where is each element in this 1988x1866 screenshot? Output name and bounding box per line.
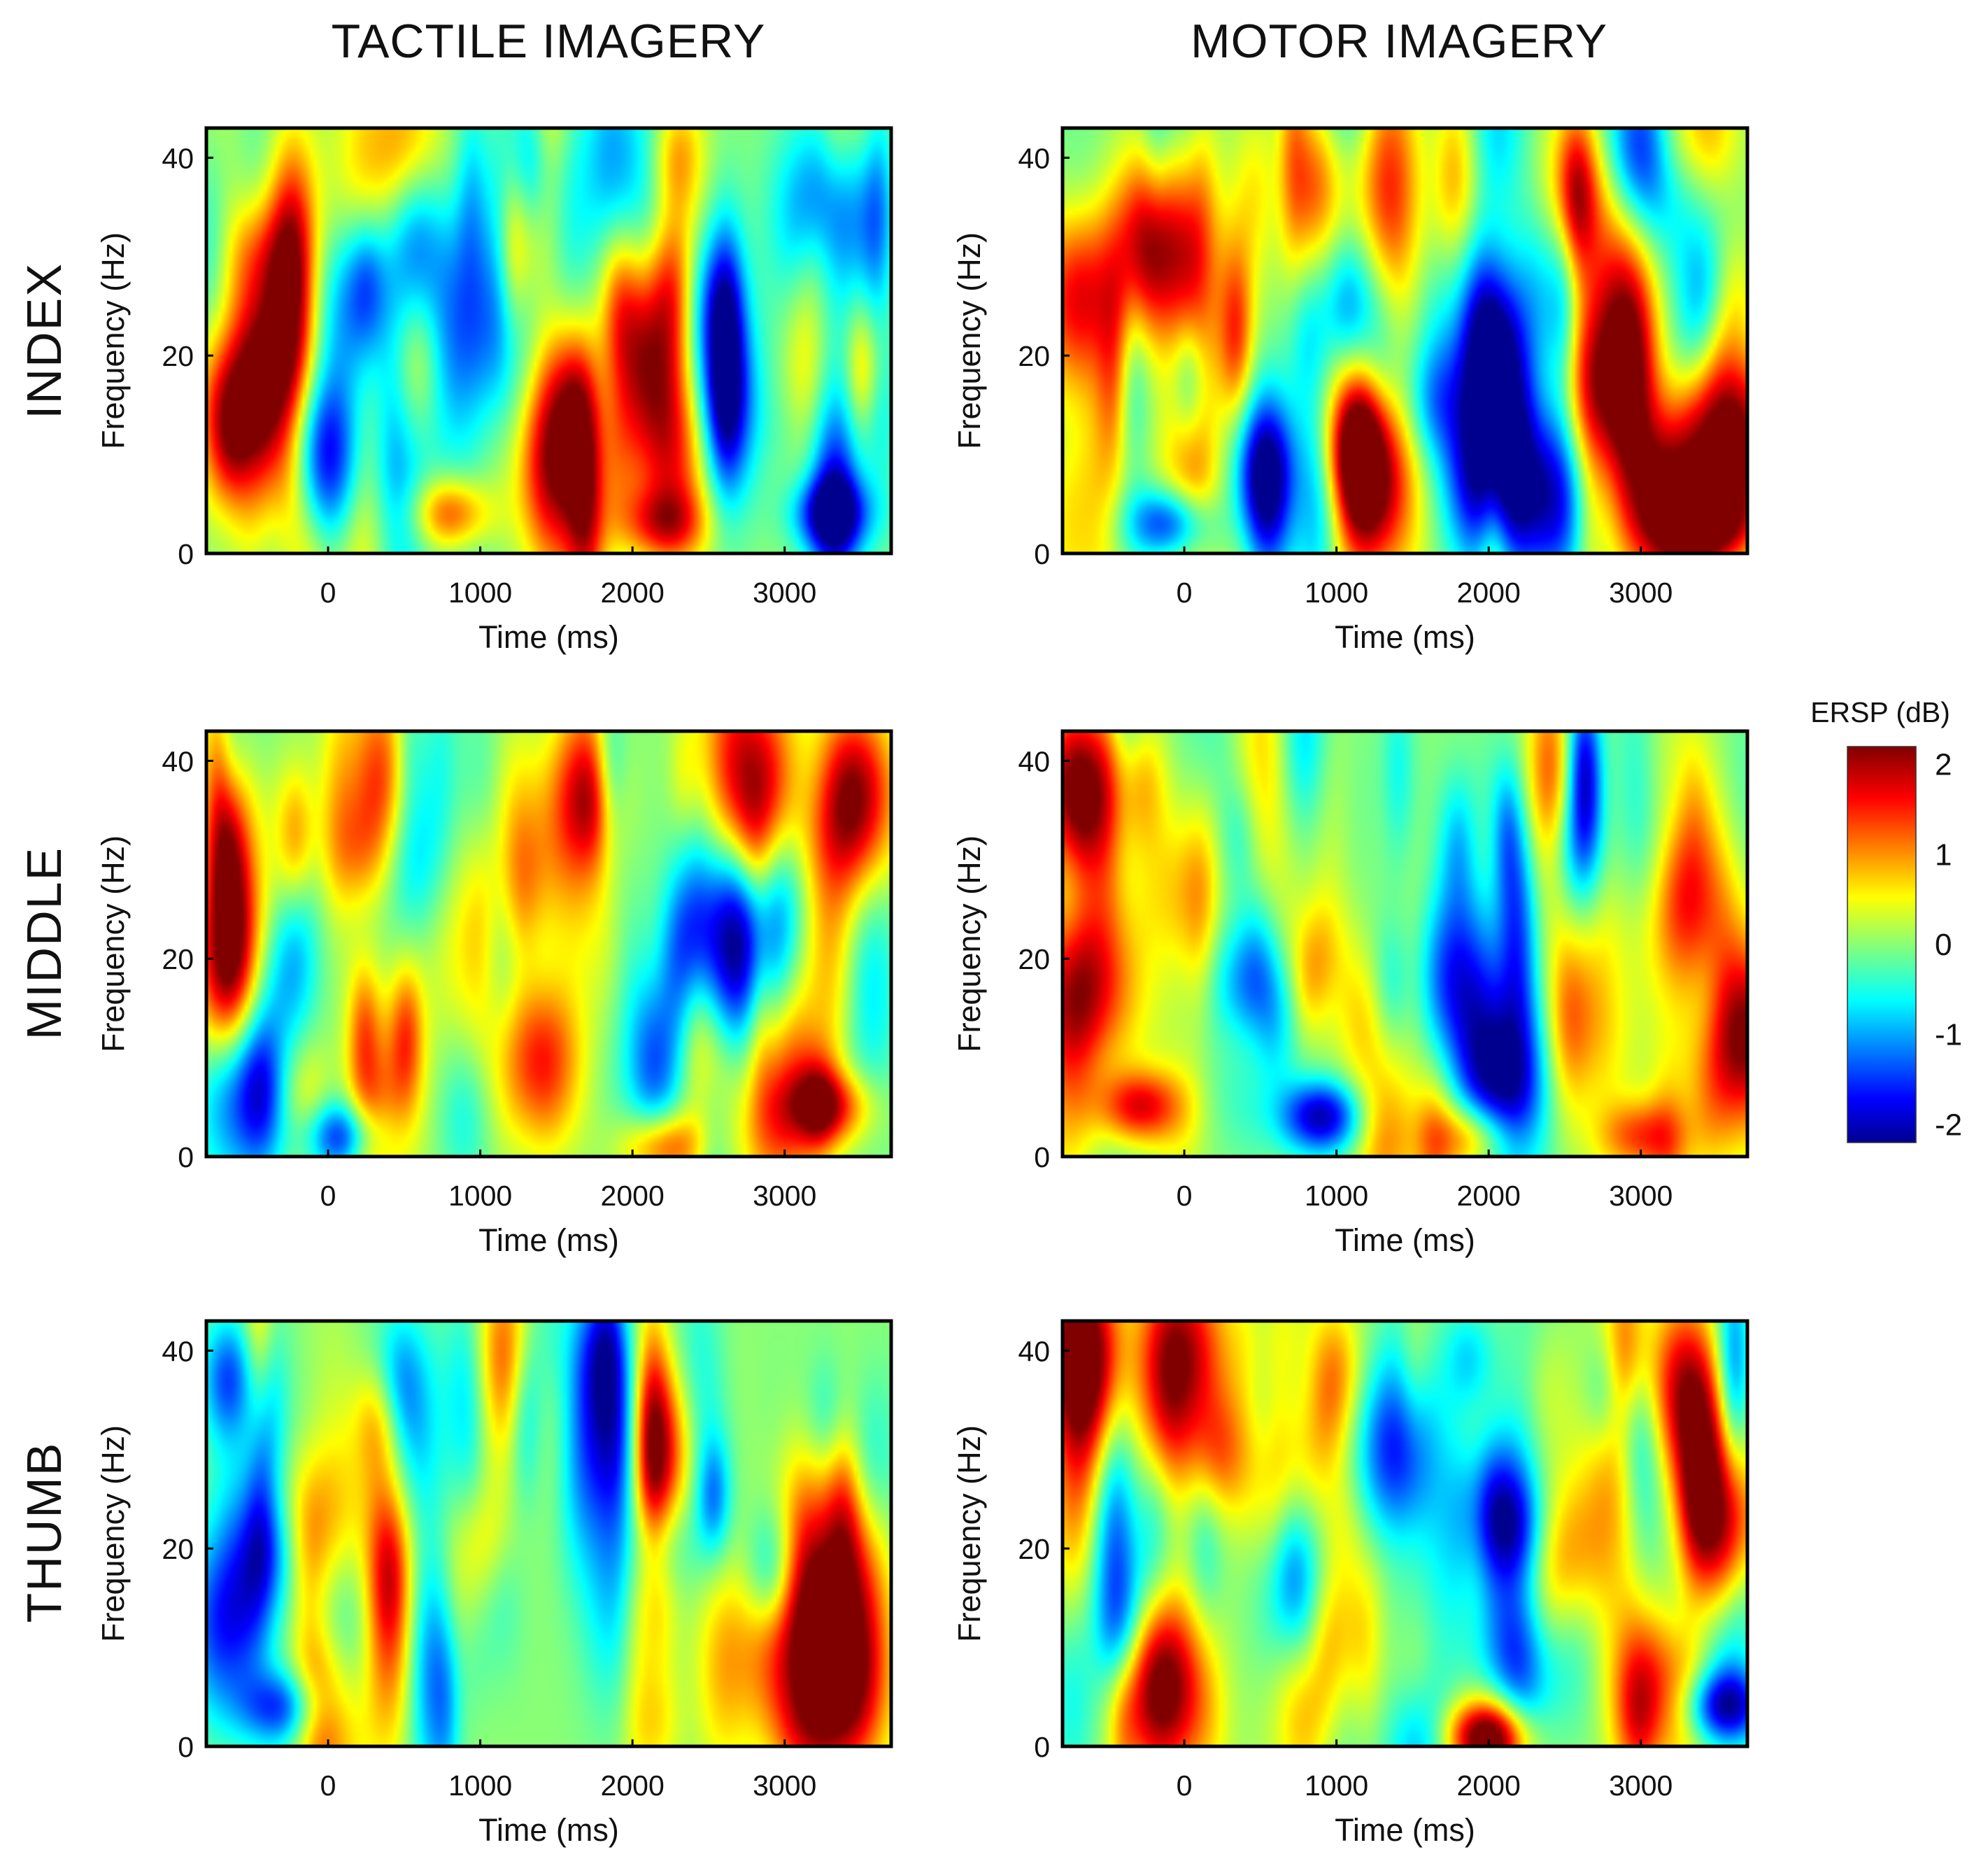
x-tick-label: 1000 — [448, 1180, 512, 1212]
x-axis-label: Time (ms) — [1335, 1222, 1475, 1258]
y-tick-label: 40 — [1018, 745, 1050, 777]
y-tick-label: 20 — [162, 1533, 194, 1565]
y-tick-label: 0 — [1034, 1731, 1050, 1763]
y-tick-label: 0 — [1034, 538, 1050, 570]
y-tick-label: 40 — [162, 1335, 194, 1367]
panel-frame — [1060, 1319, 1749, 1748]
y-axis-label: Frequency (Hz) — [95, 232, 131, 449]
y-tick-label: 40 — [162, 745, 194, 777]
colorbar-ticks: 2 1 0 -1 -2 — [1935, 748, 1962, 1143]
y-tick-label: 40 — [162, 142, 194, 174]
panel-index-motor: 0 1000 2000 3000 0 20 40 Time (ms) Frequency (Hz… — [951, 126, 1749, 655]
y-tick-label: 0 — [1034, 1141, 1050, 1173]
heatmap-thumb-motor — [1063, 1321, 1747, 1746]
x-tick-label: 3000 — [1609, 577, 1673, 609]
panel-index-tactile: 0 1000 2000 3000 0 20 40 Time (ms) Frequency (Hz… — [95, 126, 893, 655]
x-axis-label: Time (ms) — [1335, 1812, 1475, 1848]
x-tick-label: 2000 — [1457, 1180, 1521, 1212]
x-tick-label: 1000 — [448, 577, 512, 609]
y-axis-label: Frequency (Hz) — [951, 1425, 987, 1642]
y-tick-label: 20 — [1018, 1533, 1050, 1565]
x-tick-label: 3000 — [1609, 1180, 1673, 1212]
heatmap-middle-tactile — [206, 731, 891, 1157]
x-tick-label: 0 — [320, 577, 336, 609]
panel-middle-tactile: 0 1000 2000 3000 0 20 40 Time (ms) Frequency (Hz… — [95, 729, 893, 1258]
x-tick-label: 2000 — [601, 577, 665, 609]
x-tick-label: 0 — [1177, 1180, 1193, 1212]
heatmap-thumb-tactile — [206, 1321, 891, 1746]
panel-frame — [204, 729, 893, 1159]
heatmap-middle-motor — [1063, 731, 1747, 1157]
x-tick-label: 2000 — [601, 1769, 665, 1802]
y-tick-label: 0 — [178, 538, 194, 570]
y-axis-label: Frequency (Hz) — [951, 835, 987, 1052]
x-tick-label: 1000 — [1305, 577, 1368, 609]
y-axis-label: Frequency (Hz) — [951, 232, 987, 449]
x-tick-label: 3000 — [753, 1180, 816, 1212]
x-tick-label: 3000 — [1609, 1769, 1673, 1802]
x-tick-label: 0 — [320, 1180, 336, 1212]
column-title-motor: MOTOR IMAGERY — [1191, 15, 1607, 68]
y-tick-label: 20 — [1018, 340, 1050, 372]
panel-frame — [204, 1319, 893, 1748]
panel-frame — [204, 126, 893, 556]
colorbar-tick-label: 2 — [1935, 748, 1952, 782]
y-tick-label: 40 — [1018, 142, 1050, 174]
heatmap-index-tactile — [206, 128, 891, 553]
y-tick-label: 40 — [1018, 1335, 1050, 1367]
colorbar-title: ERSP (dB) — [1810, 696, 1950, 728]
row-title-middle: MIDDLE — [17, 847, 71, 1040]
colorbar-tick-label: -2 — [1935, 1108, 1962, 1142]
column-title-tactile: TACTILE IMAGERY — [332, 15, 766, 68]
x-tick-label: 0 — [1177, 577, 1193, 609]
x-tick-label: 1000 — [448, 1769, 512, 1802]
colorbar-gradient — [1847, 746, 1917, 1143]
x-tick-label: 3000 — [753, 577, 816, 609]
colorbar-tick-label: -1 — [1935, 1018, 1962, 1052]
panel-thumb-motor: 0 1000 2000 3000 0 20 40 Time (ms) Frequency (Hz… — [951, 1319, 1749, 1848]
y-tick-label: 20 — [162, 340, 194, 372]
x-tick-label: 2000 — [601, 1180, 665, 1212]
y-tick-label: 20 — [162, 943, 194, 975]
panel-thumb-tactile: 0 1000 2000 3000 0 20 40 Time (ms) Frequency (Hz… — [95, 1319, 893, 1848]
x-axis-label: Time (ms) — [1335, 619, 1475, 655]
colorbar-tick-label: 1 — [1935, 837, 1952, 872]
colorbar: ERSP (dB) 2 1 0 -1 -2 — [1810, 696, 1962, 1143]
panel-frame — [1060, 126, 1749, 556]
panel-frame — [1060, 729, 1749, 1159]
panel-middle-motor: 0 1000 2000 3000 0 20 40 Time (ms) Frequency (Hz… — [951, 729, 1749, 1258]
x-tick-label: 1000 — [1305, 1769, 1368, 1802]
x-axis-label: Time (ms) — [478, 1222, 619, 1258]
x-axis-label: Time (ms) — [478, 619, 619, 655]
y-axis-label: Frequency (Hz) — [95, 1425, 131, 1642]
x-tick-label: 2000 — [1457, 1769, 1521, 1802]
x-axis-label: Time (ms) — [478, 1812, 619, 1848]
row-title-thumb: THUMB — [17, 1442, 71, 1623]
heatmap-index-motor — [1063, 128, 1747, 553]
x-tick-label: 1000 — [1305, 1180, 1368, 1212]
row-title-index: INDEX — [17, 262, 71, 419]
x-tick-label: 0 — [320, 1769, 336, 1802]
x-tick-label: 2000 — [1457, 577, 1521, 609]
x-tick-label: 0 — [1177, 1769, 1193, 1802]
y-axis-label: Frequency (Hz) — [95, 835, 131, 1052]
x-tick-label: 3000 — [753, 1769, 816, 1802]
y-tick-label: 0 — [178, 1731, 194, 1763]
y-tick-label: 0 — [178, 1141, 194, 1173]
colorbar-tick-label: 0 — [1935, 928, 1952, 962]
y-tick-label: 20 — [1018, 943, 1050, 975]
